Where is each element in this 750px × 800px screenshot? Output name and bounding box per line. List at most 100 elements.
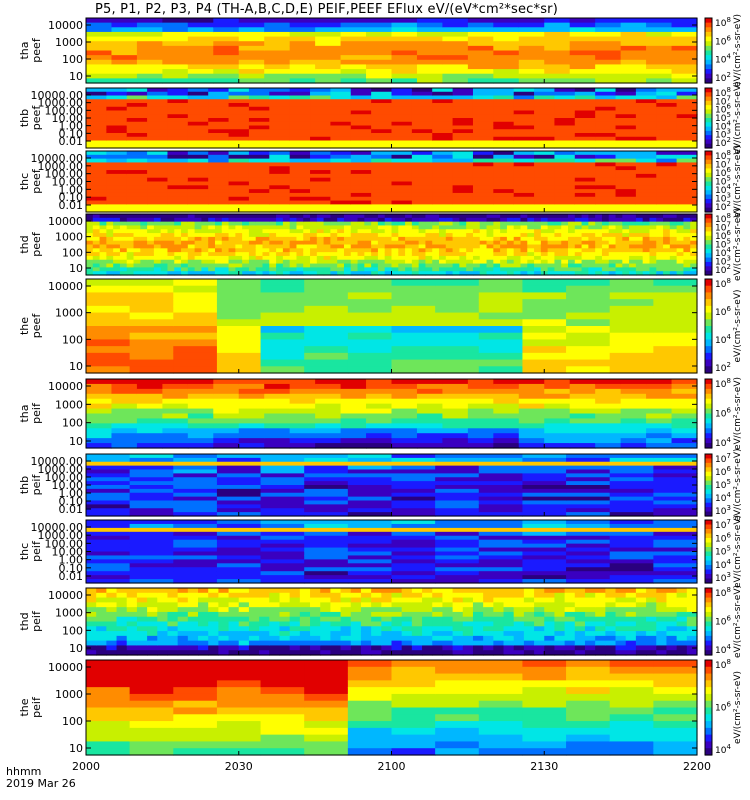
spectrogram-cell bbox=[255, 229, 264, 234]
spectrogram-cell bbox=[561, 255, 569, 261]
spectrogram-cell bbox=[391, 140, 413, 145]
spectrogram-cell bbox=[595, 252, 603, 257]
spectrogram-cell bbox=[466, 214, 474, 219]
spectrogram-cell bbox=[248, 635, 260, 642]
spectrogram-cell bbox=[194, 233, 203, 238]
spectrogram-cell bbox=[106, 154, 128, 160]
spectrogram-cell bbox=[136, 59, 163, 66]
spectrogram-cell bbox=[478, 481, 524, 486]
spectrogram-cell bbox=[86, 95, 107, 100]
spectrogram-cell bbox=[330, 233, 338, 238]
spectrogram-cell bbox=[86, 189, 107, 194]
spectrogram-cell bbox=[595, 263, 603, 268]
spectrogram-cell bbox=[129, 666, 174, 675]
spectrogram-cell bbox=[676, 185, 698, 190]
spectrogram-cell bbox=[269, 214, 277, 219]
spectrogram-cell bbox=[646, 73, 673, 79]
spectrogram-cell bbox=[296, 240, 304, 246]
spectrogram-cell bbox=[671, 50, 698, 56]
colorbar-swatch bbox=[705, 105, 712, 111]
spectrogram-cell bbox=[377, 221, 386, 227]
spectrogram-cell bbox=[340, 607, 352, 613]
colorbar-swatch bbox=[705, 31, 712, 38]
spectrogram-cell bbox=[228, 252, 236, 257]
spectrogram-cell bbox=[683, 225, 691, 230]
spectrogram-cell bbox=[608, 252, 617, 257]
spectrogram-cell bbox=[147, 99, 169, 104]
spectrogram-cell bbox=[478, 500, 524, 505]
spectrogram-cell bbox=[303, 229, 311, 234]
spectrogram-cell bbox=[676, 114, 698, 119]
spectrogram-cell bbox=[478, 543, 524, 549]
y-tick-label: 100 bbox=[62, 53, 83, 66]
spectrogram-cell bbox=[289, 189, 311, 194]
spectrogram-cell bbox=[276, 217, 284, 223]
spectrogram-cell bbox=[86, 383, 113, 390]
spectrogram-cell bbox=[289, 192, 311, 198]
spectrogram-cell bbox=[391, 592, 403, 599]
spectrogram-cell bbox=[264, 59, 291, 66]
spectrogram-cell bbox=[398, 229, 406, 234]
spectrogram-cell bbox=[330, 267, 338, 272]
spectrogram-cell bbox=[432, 244, 440, 249]
spectrogram-cell bbox=[279, 635, 291, 642]
spectrogram-cell bbox=[162, 408, 189, 415]
spectrogram-cell bbox=[111, 22, 138, 28]
spectrogram-cell bbox=[676, 635, 688, 642]
spectrogram-cell bbox=[289, 91, 311, 97]
spectrogram-cell bbox=[554, 181, 576, 186]
spectrogram-cell bbox=[398, 225, 406, 230]
spectrogram-cell bbox=[676, 607, 688, 613]
spectrogram-cell bbox=[554, 204, 576, 209]
spectrogram-cell bbox=[595, 233, 603, 238]
spectrogram-cell bbox=[646, 645, 657, 651]
spectrogram-cell bbox=[181, 233, 189, 238]
spectrogram-cell bbox=[479, 267, 488, 272]
spectrogram-cell bbox=[574, 91, 596, 97]
spectrogram-cell bbox=[303, 248, 311, 253]
spectrogram-cell bbox=[522, 457, 567, 463]
spectrogram-cell bbox=[656, 151, 678, 156]
spectrogram-cell bbox=[656, 154, 678, 160]
spectrogram-cell bbox=[304, 551, 349, 557]
spectrogram-cell bbox=[316, 233, 325, 238]
spectrogram-cell bbox=[493, 204, 515, 209]
spectrogram-cell bbox=[398, 259, 406, 265]
spectrogram-cell bbox=[564, 645, 576, 651]
spectrogram-cell bbox=[472, 602, 484, 608]
spectrogram-cell bbox=[588, 244, 596, 249]
spectrogram-cell bbox=[432, 221, 440, 227]
spectrogram-cell bbox=[364, 221, 372, 227]
colorbar-swatch bbox=[705, 319, 712, 327]
spectrogram-cell bbox=[622, 255, 630, 261]
spectrogram-cell bbox=[147, 229, 155, 234]
spectrogram-cell bbox=[304, 312, 349, 320]
spectrogram-cell bbox=[269, 233, 277, 238]
spectrogram-cell bbox=[435, 473, 480, 478]
spectrogram-cell bbox=[255, 267, 264, 272]
spectrogram-cell bbox=[534, 181, 556, 186]
spectrogram-cell bbox=[147, 650, 158, 656]
spectrogram-cell bbox=[111, 443, 138, 449]
spectrogram-cell bbox=[126, 106, 148, 112]
spectrogram-cell bbox=[547, 267, 556, 272]
spectrogram-cell bbox=[523, 592, 535, 599]
spectrogram-cell bbox=[153, 240, 162, 246]
spectrogram-cell bbox=[411, 244, 420, 249]
spectrogram-cell bbox=[377, 236, 386, 242]
spectrogram-cell bbox=[452, 129, 474, 134]
spectrogram-cell bbox=[330, 248, 338, 253]
spectrogram-cell bbox=[126, 95, 148, 100]
spectrogram-cell bbox=[401, 588, 413, 594]
spectrogram-cell bbox=[554, 252, 562, 257]
spectrogram-cell bbox=[534, 136, 556, 142]
spectrogram-cell bbox=[646, 602, 657, 608]
spectrogram-cell bbox=[566, 527, 611, 533]
spectrogram-cell bbox=[238, 45, 265, 52]
spectrogram-cell bbox=[96, 607, 107, 613]
spectrogram-cell bbox=[167, 99, 189, 104]
spectrogram-cell bbox=[547, 259, 556, 265]
spectrogram-cell bbox=[405, 240, 413, 246]
spectrogram-cell bbox=[676, 229, 685, 234]
spectrogram-cell bbox=[216, 535, 262, 541]
